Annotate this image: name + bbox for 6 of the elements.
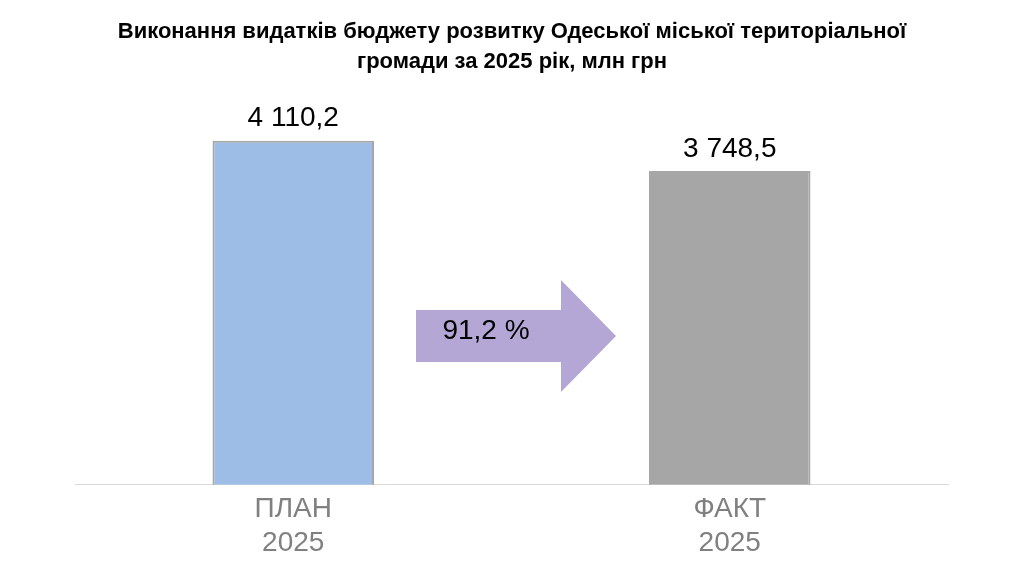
x-tick-label: ПЛАН 2025: [254, 492, 332, 557]
data-label: 3 748,5: [683, 131, 777, 163]
x-tick-label: ФАКТ 2025: [693, 492, 767, 557]
annotation: 91,2 %: [441, 314, 531, 346]
data-label: 4 110,2: [247, 101, 339, 133]
chart-title: Виконання видатків бюджету розвитку Одеської міської територіальної громади за 2025 рік, млн грн: [116, 17, 908, 75]
